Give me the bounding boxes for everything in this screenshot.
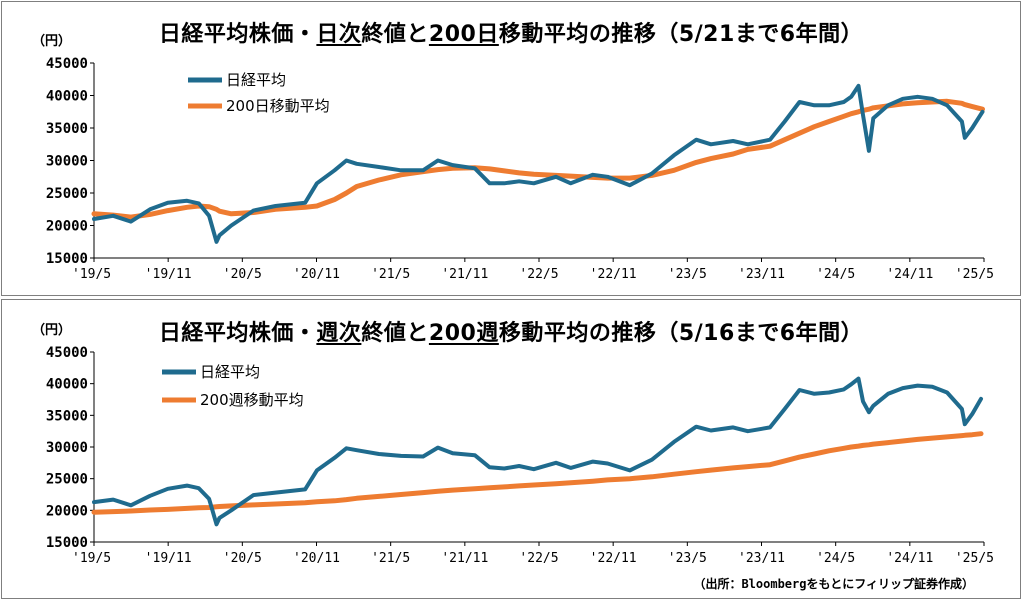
- legend-label: 日経平均: [226, 71, 286, 89]
- x-tick-label: '20/11: [293, 551, 340, 566]
- y-tick-label: 15000: [46, 535, 88, 551]
- x-tick-label: '23/11: [738, 267, 785, 282]
- x-tick-label: '20/11: [293, 267, 340, 282]
- x-tick-label: '24/11: [886, 551, 933, 566]
- x-tick-label: '21/5: [371, 267, 410, 282]
- x-tick-label: '23/5: [668, 551, 707, 566]
- x-tick-label: '21/11: [441, 267, 488, 282]
- y-tick-label: 20000: [46, 219, 88, 235]
- y-tick-label: 20000: [46, 503, 88, 519]
- x-tick-label: '23/11: [738, 551, 785, 566]
- x-tick-label: '20/5: [223, 551, 262, 566]
- weekly-chart-panel: 日経平均株価・週次終値と200週移動平均の推移（5/16まで6年間） （円） 1…: [1, 299, 1021, 599]
- x-tick-label: '22/11: [590, 267, 637, 282]
- y-unit-label: （円）: [32, 323, 72, 338]
- legend-label: 日経平均: [200, 363, 260, 381]
- x-tick-label: '25/5: [955, 551, 994, 566]
- source-note: （出所：Bloombergをもとにフィリップ証券作成）: [693, 577, 974, 591]
- x-tick-label: '19/11: [145, 551, 192, 566]
- nikkei-series-line: [92, 376, 983, 527]
- x-tick-label: '23/5: [668, 267, 707, 282]
- chart-title: 日経平均株価・週次終値と200週移動平均の推移（5/16まで6年間）: [158, 321, 864, 346]
- y-unit-label: （円）: [32, 34, 72, 49]
- x-tick-label: '25/5: [955, 267, 994, 282]
- y-tick-label: 40000: [46, 89, 88, 105]
- x-tick-label: '21/5: [371, 551, 410, 566]
- x-tick-label: '24/5: [816, 551, 855, 566]
- daily-line-chart: 15000 20000 25000 30000 35000 40000 45000 '19/5…: [46, 56, 994, 282]
- y-tick-label: 45000: [46, 345, 88, 361]
- x-tick-label: '19/5: [72, 267, 111, 282]
- y-tick-label: 45000: [46, 56, 88, 72]
- x-tick-label: '20/5: [223, 267, 262, 282]
- legend-label: 200日移動平均: [226, 97, 330, 115]
- nikkei-series-line: [92, 83, 985, 244]
- x-tick-label: '24/5: [816, 267, 855, 282]
- legend-label: 200週移動平均: [200, 391, 304, 409]
- daily-chart-panel: 日経平均株価・日次終値と200日移動平均の推移（5/21まで6年間） （円） 1…: [1, 1, 1021, 296]
- weekly-line-chart: 15000 20000 25000 30000 35000 40000 45000 '19/5…: [46, 345, 994, 566]
- y-tick-label: 35000: [46, 408, 88, 424]
- y-tick-label: 30000: [46, 440, 88, 456]
- x-tick-label: '24/11: [886, 267, 933, 282]
- y-tick-label: 30000: [46, 154, 88, 170]
- moving-average-series-line: [91, 431, 984, 515]
- x-tick-label: '22/5: [519, 551, 558, 566]
- chart-title: 日経平均株価・日次終値と200日移動平均の推移（5/21まで6年間）: [158, 22, 864, 47]
- y-tick-label: 25000: [46, 472, 88, 488]
- x-tick-label: '22/11: [590, 551, 637, 566]
- y-tick-label: 35000: [46, 121, 88, 137]
- y-tick-label: 15000: [46, 251, 88, 267]
- x-tick-label: '22/5: [519, 267, 558, 282]
- x-tick-label: '19/5: [72, 551, 111, 566]
- y-tick-label: 40000: [46, 377, 88, 393]
- x-tick-label: '19/11: [145, 267, 192, 282]
- moving-average-series-line: [91, 98, 985, 220]
- x-tick-label: '21/11: [441, 551, 488, 566]
- y-tick-label: 25000: [46, 186, 88, 202]
